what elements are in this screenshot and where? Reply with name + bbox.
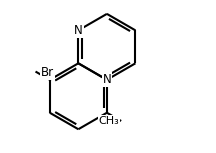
Text: Br: Br	[40, 66, 54, 79]
Text: N: N	[103, 73, 111, 86]
Text: N: N	[74, 24, 83, 37]
Text: CH₃: CH₃	[99, 116, 119, 126]
